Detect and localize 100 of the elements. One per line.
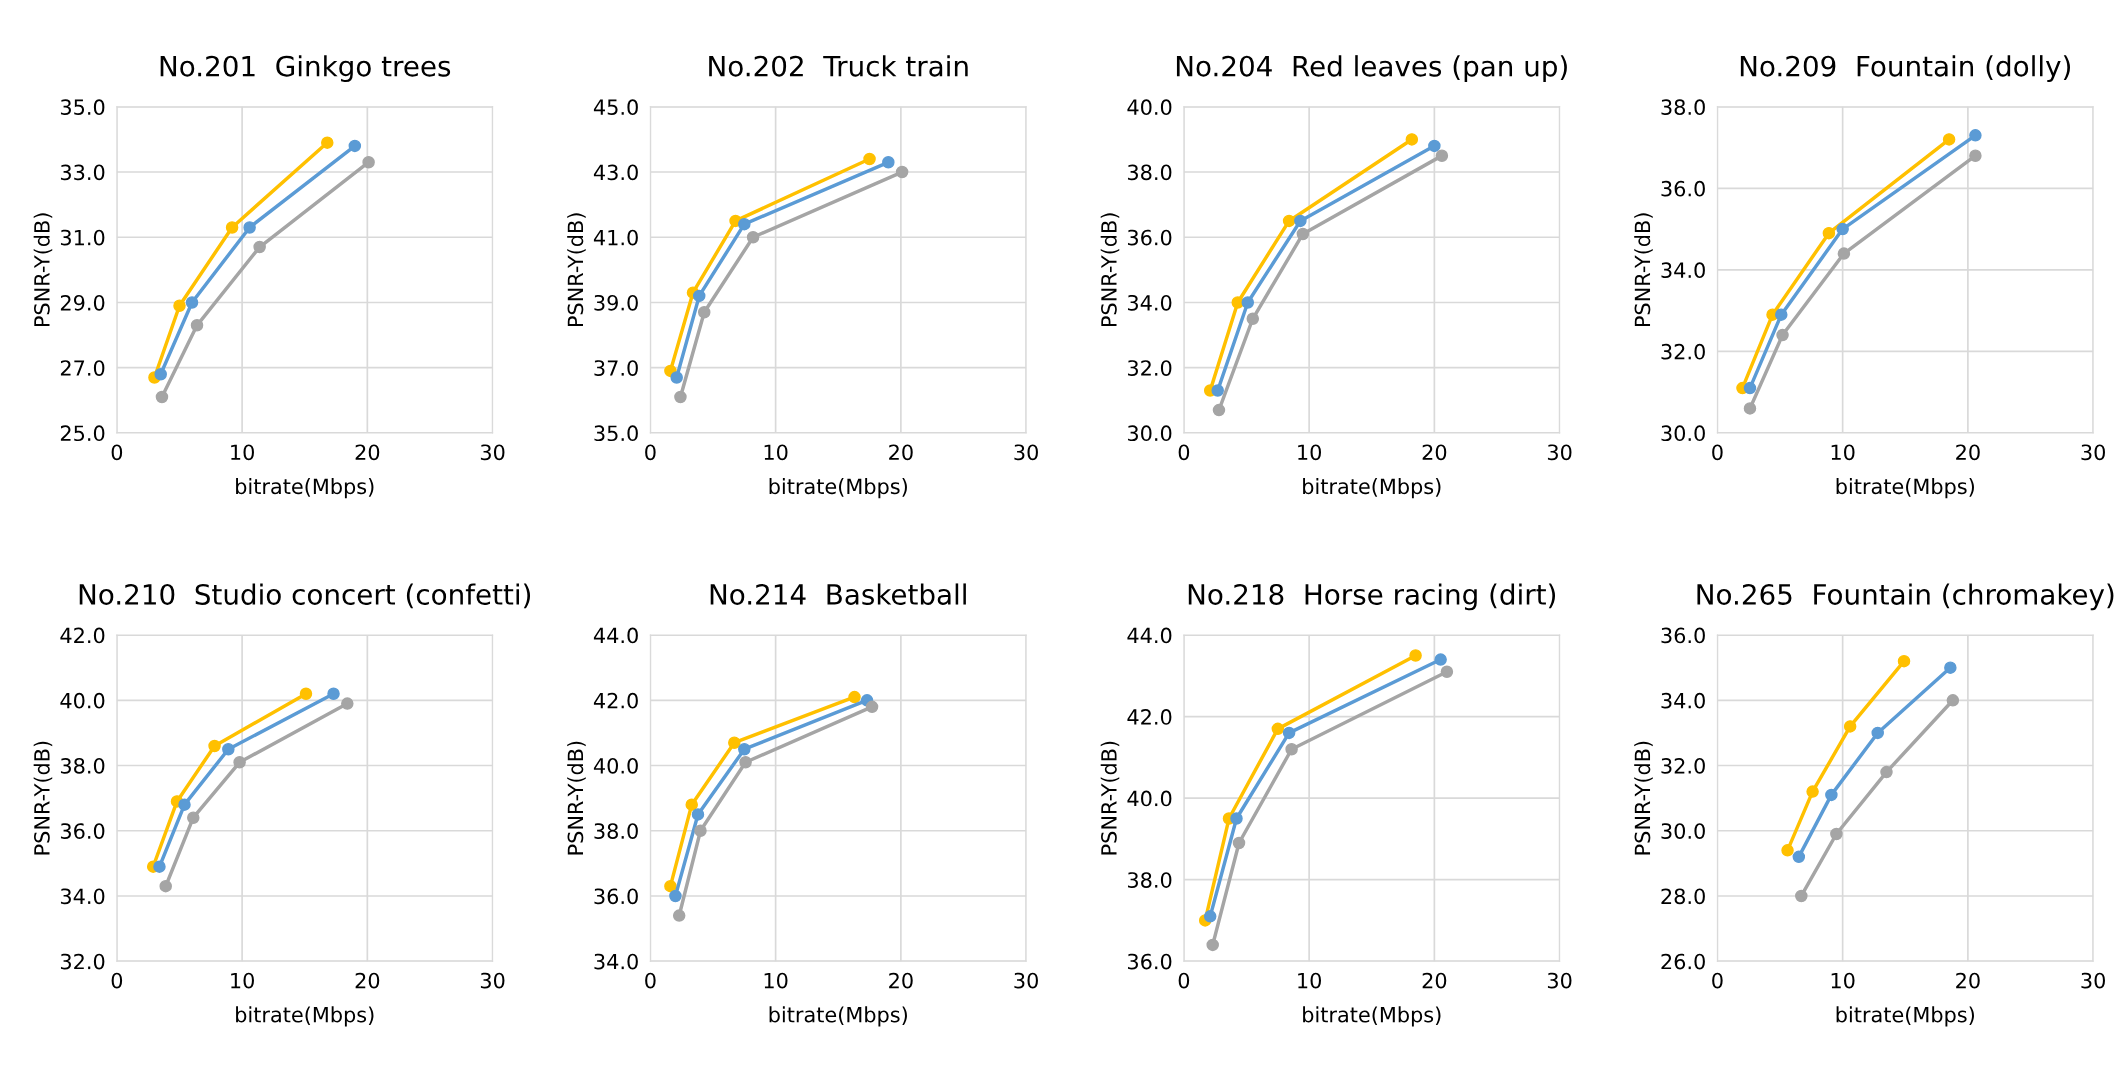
x-tick-label: 10 [231,972,254,989]
point [1203,910,1217,923]
x-axis-title: bitrate(Mbps) [1303,1006,1441,1027]
x-axis-title: bitrate(Mbps) [1836,478,1974,499]
y-axis-title: PSNR-Y(dB) [567,213,586,327]
x-tick-label: 0 [111,972,123,989]
point [1825,788,1838,802]
y-axis-title: PSNR-Y(dB) [1100,213,1120,327]
y-tick-label: 36.0 [594,888,638,905]
point [1781,844,1794,857]
y-tick-label: 39.0 [594,294,638,311]
point [1843,720,1857,733]
y-tick-label: 36.0 [1127,953,1172,970]
point [1969,129,1982,142]
point [1822,226,1836,240]
y-tick-label: 43.0 [593,164,638,181]
point [1294,214,1307,228]
point [159,879,172,893]
y-tick-label: 36.0 [60,823,105,839]
x-tick-label: 0 [1178,444,1190,461]
point [185,296,199,309]
x-tick-label: 20 [1422,444,1447,461]
point [1830,827,1843,841]
x-axis-title: bitrate(Mbps) [1836,1006,1974,1027]
x-tick-label: 0 [645,972,656,989]
point [155,390,169,404]
point [694,824,707,838]
point [670,371,683,384]
point [1246,312,1260,326]
point [691,808,705,821]
point [738,217,751,231]
x-tick-label: 30 [1547,972,1572,989]
point [1969,149,1982,162]
y-tick-label: 41.0 [593,229,638,246]
x-tick-label: 0 [1178,972,1190,989]
y-tick-label: 44.0 [593,627,638,644]
point [1837,247,1851,260]
point [1428,139,1441,153]
chart-title: No.209 Fountain (dolly) [1740,55,2070,83]
point [154,367,167,381]
point [697,305,711,319]
point [863,152,876,166]
x-tick-label: 20 [1956,972,1980,989]
y-tick-label: 35.0 [60,99,105,116]
point [222,742,235,756]
point [1296,227,1310,241]
y-tick-label: 29.0 [60,294,105,311]
point [190,319,204,332]
x-tick-label: 20 [889,444,913,461]
x-axis-title: bitrate(Mbps) [1303,478,1441,499]
y-tick-label: 31.0 [60,229,105,246]
y-tick-label: 30.0 [1661,425,1705,442]
point [746,230,760,244]
y-tick-label: 42.0 [1127,709,1172,725]
x-tick-label: 20 [1422,972,1447,989]
x-tick-label: 10 [1831,972,1855,989]
chart-title: No.201 Ginkgo trees [160,55,451,83]
point [669,889,682,903]
point [672,909,686,922]
x-tick-label: 0 [1712,972,1723,989]
y-axis-title: PSNR-Y(dB) [33,213,53,327]
point [1836,222,1849,236]
point [153,860,166,873]
point [1806,785,1819,798]
point [1241,296,1255,309]
y-tick-label: 44.0 [1127,627,1172,644]
y-tick-label: 32.0 [1127,360,1172,376]
x-tick-label: 10 [764,444,788,461]
point [1206,938,1219,952]
point [1880,765,1893,779]
y-axis-title: PSNR-Y(dB) [1634,213,1653,327]
y-tick-label: 36.0 [1661,180,1705,197]
y-tick-label: 32.0 [60,953,105,970]
y-tick-label: 38.0 [60,757,105,774]
point [1743,381,1757,395]
point [233,756,246,769]
point [674,390,687,404]
y-tick-label: 28.0 [1661,888,1705,905]
point [1776,328,1789,342]
point [1282,726,1296,740]
x-tick-label: 20 [355,444,380,461]
point [1282,214,1296,228]
y-tick-label: 30.0 [1127,425,1172,442]
y-tick-label: 25.0 [60,425,105,442]
point [299,687,313,701]
x-tick-label: 30 [480,444,505,461]
point [1795,889,1808,903]
y-tick-label: 38.0 [1661,99,1705,116]
point [1409,649,1422,662]
point [882,155,895,169]
point [1775,308,1788,321]
point [1871,726,1884,740]
point [1271,722,1285,736]
point [1944,661,1957,674]
point [341,697,354,710]
y-axis-title: PSNR-Y(dB) [1634,741,1653,855]
chart-title: No.202 Truck train [709,55,968,77]
point [865,700,879,714]
x-tick-label: 30 [2081,972,2105,989]
x-tick-label: 10 [764,972,788,989]
